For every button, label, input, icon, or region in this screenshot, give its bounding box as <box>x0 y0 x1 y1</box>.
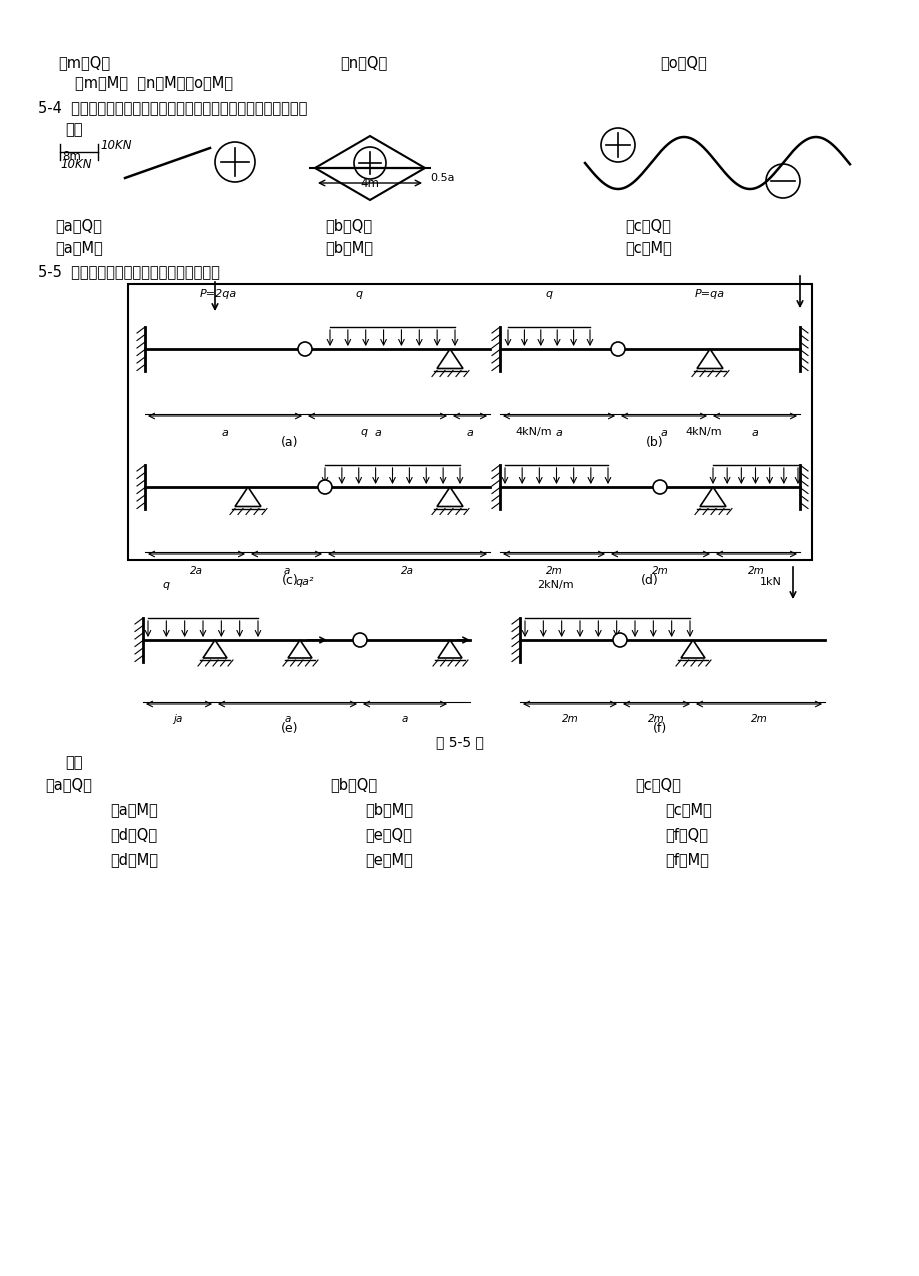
Text: a: a <box>555 427 562 438</box>
Polygon shape <box>288 641 312 658</box>
Text: (d): (d) <box>641 574 658 587</box>
Polygon shape <box>437 641 461 658</box>
Polygon shape <box>699 487 725 507</box>
Polygon shape <box>203 641 227 658</box>
Text: q: q <box>355 288 362 299</box>
Text: a: a <box>283 567 289 575</box>
Text: 4kN/m: 4kN/m <box>685 427 720 436</box>
Text: 2kN/m: 2kN/m <box>537 581 573 590</box>
Text: 2a: 2a <box>190 567 203 575</box>
Text: 10KN: 10KN <box>60 158 91 171</box>
Text: a: a <box>660 427 666 438</box>
Polygon shape <box>437 487 462 507</box>
Text: 1kN: 1kN <box>759 577 781 587</box>
Text: （a）M图: （a）M图 <box>55 240 103 255</box>
Text: （c）M图: （c）M图 <box>664 803 711 817</box>
Text: 0.5a: 0.5a <box>429 174 454 182</box>
Text: （m）M图  （n）M图（o）M图: （m）M图 （n）M图（o）M图 <box>75 75 233 91</box>
Text: qa²: qa² <box>295 577 313 587</box>
Text: （d）Q图: （d）Q图 <box>110 827 157 842</box>
Text: a: a <box>751 427 757 438</box>
Text: （a）M图: （a）M图 <box>110 803 157 817</box>
Text: （b）M图: （b）M图 <box>365 803 413 817</box>
Text: （f）Q图: （f）Q图 <box>664 827 708 842</box>
Text: a: a <box>221 427 228 438</box>
Text: 2a: 2a <box>401 567 414 575</box>
Text: （a）Q图: （a）Q图 <box>55 218 102 234</box>
Circle shape <box>652 480 666 494</box>
Circle shape <box>298 342 312 356</box>
Text: （e）Q图: （e）Q图 <box>365 827 412 842</box>
Text: （c）Q图: （c）Q图 <box>624 218 670 234</box>
Text: 2m: 2m <box>747 567 764 575</box>
Text: （a）Q图: （a）Q图 <box>45 777 92 792</box>
Text: q: q <box>544 288 551 299</box>
Polygon shape <box>234 487 261 507</box>
Circle shape <box>353 633 367 647</box>
Text: 2m: 2m <box>545 567 562 575</box>
Text: 解：: 解： <box>65 122 83 137</box>
Text: (e): (e) <box>281 722 299 735</box>
Text: 4m: 4m <box>359 177 379 190</box>
Polygon shape <box>697 350 722 369</box>
Text: （b）Q图: （b）Q图 <box>324 218 371 234</box>
Text: （f）M图: （f）M图 <box>664 852 709 866</box>
Circle shape <box>610 342 624 356</box>
Text: 4kN/m: 4kN/m <box>515 427 551 436</box>
Text: （c）Q图: （c）Q图 <box>634 777 680 792</box>
Text: q: q <box>162 581 169 590</box>
Text: 5-4  木梁浮在水面上，承受载荷如图示，求作其剪力图和弯矩图。: 5-4 木梁浮在水面上，承受载荷如图示，求作其剪力图和弯矩图。 <box>38 100 307 115</box>
Text: （b）Q图: （b）Q图 <box>330 777 377 792</box>
Text: 10KN: 10KN <box>100 139 131 152</box>
Text: （b）M图: （b）M图 <box>324 240 372 255</box>
Text: a: a <box>374 427 380 438</box>
Text: （d）M图: （d）M图 <box>110 852 158 866</box>
Text: 5-5  求作下列各铰接梁的剪力图和弯矩图。: 5-5 求作下列各铰接梁的剪力图和弯矩图。 <box>38 264 220 279</box>
Text: （e）M图: （e）M图 <box>365 852 413 866</box>
Polygon shape <box>437 350 462 369</box>
Text: 2m: 2m <box>647 715 664 723</box>
Circle shape <box>318 480 332 494</box>
Text: P=qa: P=qa <box>694 288 724 299</box>
Text: (c): (c) <box>281 574 298 587</box>
Text: (f): (f) <box>652 722 666 735</box>
Text: （n）Q图: （n）Q图 <box>340 55 387 70</box>
Text: 2m: 2m <box>561 715 578 723</box>
Text: a: a <box>402 715 408 723</box>
Polygon shape <box>680 641 704 658</box>
Circle shape <box>612 633 627 647</box>
Text: P=2qa: P=2qa <box>199 288 237 299</box>
Text: 解：: 解： <box>65 755 83 769</box>
Text: q: q <box>359 427 367 436</box>
Text: a: a <box>284 715 290 723</box>
Text: 2m: 2m <box>652 567 668 575</box>
Text: (b): (b) <box>645 436 664 449</box>
Text: 8m: 8m <box>62 151 81 163</box>
Text: （c）M图: （c）M图 <box>624 240 671 255</box>
Text: 2m: 2m <box>750 715 766 723</box>
Text: （m）Q图: （m）Q图 <box>58 55 110 70</box>
Text: 题 5-5 图: 题 5-5 图 <box>436 735 483 749</box>
Text: (a): (a) <box>281 436 299 449</box>
Text: （o）Q图: （o）Q图 <box>659 55 706 70</box>
Text: j: j <box>174 715 176 723</box>
Text: a: a <box>176 715 182 723</box>
Text: a: a <box>466 427 473 438</box>
